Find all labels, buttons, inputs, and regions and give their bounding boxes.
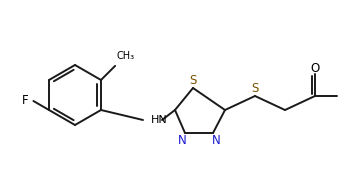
- Text: CH₃: CH₃: [116, 51, 134, 61]
- Text: S: S: [189, 74, 197, 88]
- Text: F: F: [22, 94, 29, 108]
- Text: N: N: [212, 134, 221, 147]
- Text: HN: HN: [151, 115, 168, 125]
- Text: S: S: [251, 82, 259, 96]
- Text: N: N: [178, 134, 186, 147]
- Text: O: O: [310, 62, 320, 74]
